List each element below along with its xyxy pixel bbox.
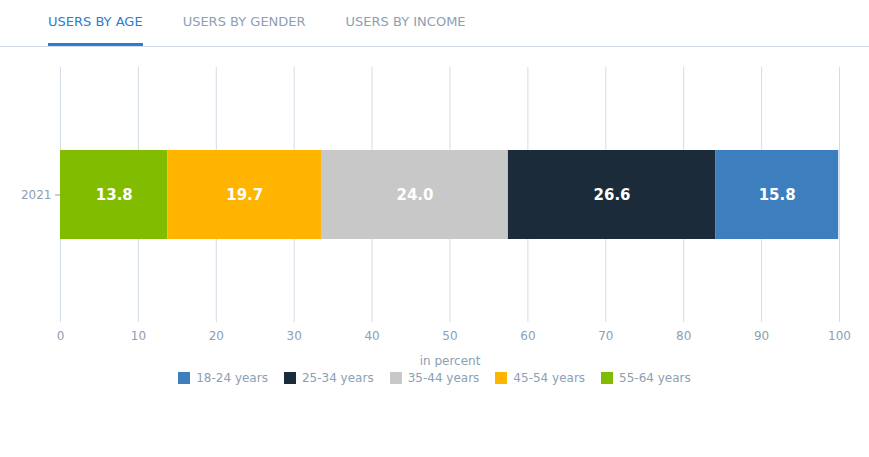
html-text:35-44 years: 35-44 years [407,371,480,385]
html-text:25-34 years: 25-34 years [301,371,374,385]
svg-text:60: 60 [520,329,535,343]
html-text:45-54 years: 45-54 years [513,371,586,385]
svg-text:70: 70 [598,329,613,343]
svg-text:26.6: 26.6 [594,186,631,204]
svg-text:50: 50 [442,329,457,343]
html-text:55-64 years: 55-64 years [619,371,691,385]
svg-text:10: 10 [131,329,146,343]
svg-text:in percent: in percent [420,354,481,368]
html-text:USERS BY AGE: USERS BY AGE [48,14,143,29]
svg-text:20: 20 [209,329,224,343]
svg-text:2021: 2021 [21,188,52,202]
svg-text:19.7: 19.7 [226,186,263,204]
svg-text:90: 90 [754,329,769,343]
html-text:USERS BY INCOME: USERS BY INCOME [345,14,466,29]
html-text:USERS BY GENDER: USERS BY GENDER [182,14,306,29]
svg-text:100: 100 [828,329,851,343]
svg-text:13.8: 13.8 [96,186,133,204]
svg-text:15.8: 15.8 [759,186,796,204]
svg-text:30: 30 [287,329,302,343]
svg-text:0: 0 [57,329,65,343]
svg-text:80: 80 [676,329,691,343]
html-text:18-24 years: 18-24 years [196,371,268,385]
svg-text:40: 40 [364,329,379,343]
svg-text:24.0: 24.0 [396,186,433,204]
